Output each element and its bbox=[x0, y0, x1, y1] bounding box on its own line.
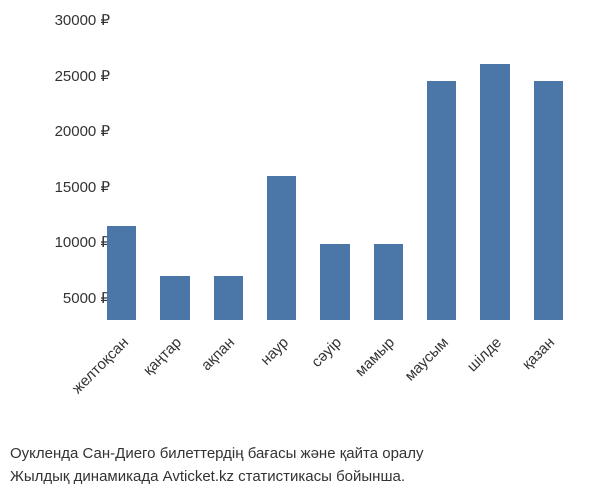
plot-area bbox=[95, 20, 575, 320]
caption-line-1: Оукленда Сан-Диего билеттердің бағасы жә… bbox=[10, 445, 424, 462]
bar bbox=[214, 276, 243, 320]
price-chart: 5000 ₽10000 ₽15000 ₽20000 ₽25000 ₽30000 … bbox=[0, 0, 600, 500]
bar bbox=[107, 226, 136, 320]
bar bbox=[320, 244, 349, 320]
caption-line-2: Жылдық динамикада Avticket.kz статистика… bbox=[10, 468, 405, 485]
bar bbox=[374, 244, 403, 320]
bar bbox=[427, 81, 456, 320]
bar bbox=[534, 81, 563, 320]
bar bbox=[160, 276, 189, 320]
bar bbox=[267, 176, 296, 320]
bar bbox=[480, 64, 509, 320]
